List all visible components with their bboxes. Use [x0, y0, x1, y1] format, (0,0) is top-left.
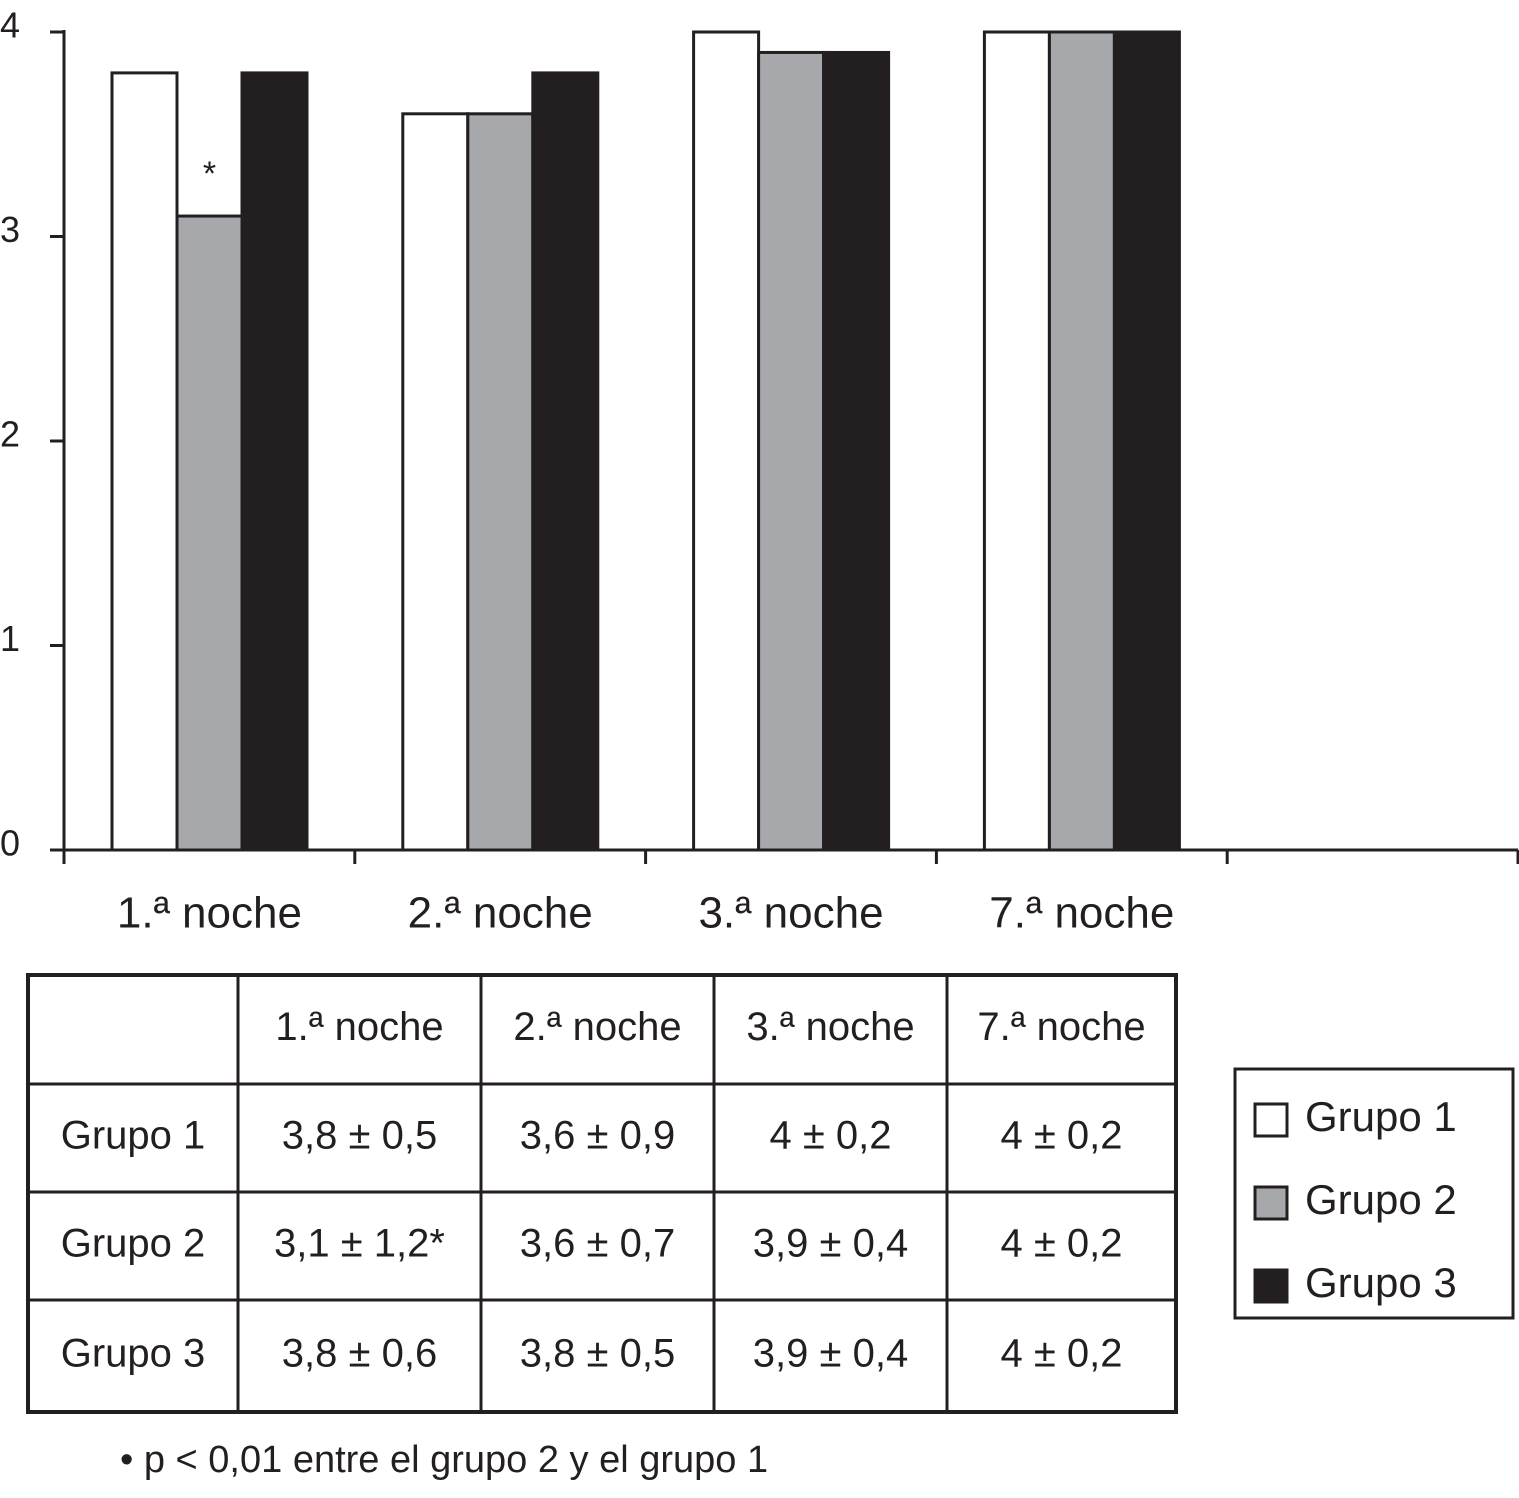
bar: [692, 30, 761, 852]
table-cell: 4 ± 0,2: [1000, 1222, 1122, 1266]
bar: [531, 71, 600, 852]
bar: [1112, 30, 1181, 852]
legend-swatch: [1253, 1268, 1289, 1304]
table-header: 7.ª noche: [977, 1005, 1145, 1049]
table-header: 3.ª noche: [746, 1005, 914, 1049]
bar: [1047, 30, 1116, 852]
table-cell: 3,9 ± 0,4: [753, 1332, 908, 1376]
x-tick-label: 3.ª noche: [698, 889, 883, 938]
table-cell: 3,8 ± 0,6: [282, 1332, 437, 1376]
table-cell: 3,8 ± 0,5: [520, 1332, 675, 1376]
table-cell: 3,6 ± 0,7: [520, 1222, 675, 1266]
table-header: 2.ª noche: [513, 1005, 681, 1049]
table-row-label: Grupo 1: [61, 1114, 206, 1158]
table-cell: 4 ± 0,2: [769, 1114, 891, 1158]
y-tick-label: 1: [0, 618, 20, 659]
legend-label: Grupo 3: [1305, 1259, 1457, 1306]
x-tick-label: 7.ª noche: [989, 889, 1174, 938]
legend-swatch: [1253, 1102, 1289, 1138]
y-tick-label: 3: [0, 209, 20, 250]
table-cell: 3,6 ± 0,9: [520, 1114, 675, 1158]
table-cell: 4 ± 0,2: [1000, 1332, 1122, 1376]
bar: [982, 30, 1051, 852]
legend-swatch: [1253, 1185, 1289, 1221]
table-cell: 3,8 ± 0,5: [282, 1114, 437, 1158]
table-header: 1.ª noche: [275, 1005, 443, 1049]
bar: [401, 112, 470, 852]
y-tick-label: 2: [0, 414, 20, 455]
bar: [240, 71, 309, 852]
footnote: • p < 0,01 entre el grupo 2 y el grupo 1: [120, 1439, 768, 1481]
table-cell: 3,9 ± 0,4: [753, 1222, 908, 1266]
x-tick-label: 1.ª noche: [117, 889, 302, 938]
table-cell: 3,1 ± 1,2*: [274, 1222, 445, 1266]
legend-label: Grupo 1: [1305, 1093, 1457, 1140]
bar: [757, 50, 826, 852]
table-row-label: Grupo 2: [61, 1222, 206, 1266]
bar: [175, 214, 244, 852]
table-row-label: Grupo 3: [61, 1332, 206, 1376]
bar: [110, 71, 179, 852]
y-tick-label: 4: [0, 5, 20, 46]
bar: [822, 50, 891, 852]
x-tick-label: 2.ª noche: [408, 889, 593, 938]
table-cell: 4 ± 0,2: [1000, 1114, 1122, 1158]
annotation: *: [203, 155, 216, 193]
bar: [466, 112, 535, 852]
legend-label: Grupo 2: [1305, 1176, 1457, 1223]
y-tick-label: 0: [0, 823, 20, 864]
